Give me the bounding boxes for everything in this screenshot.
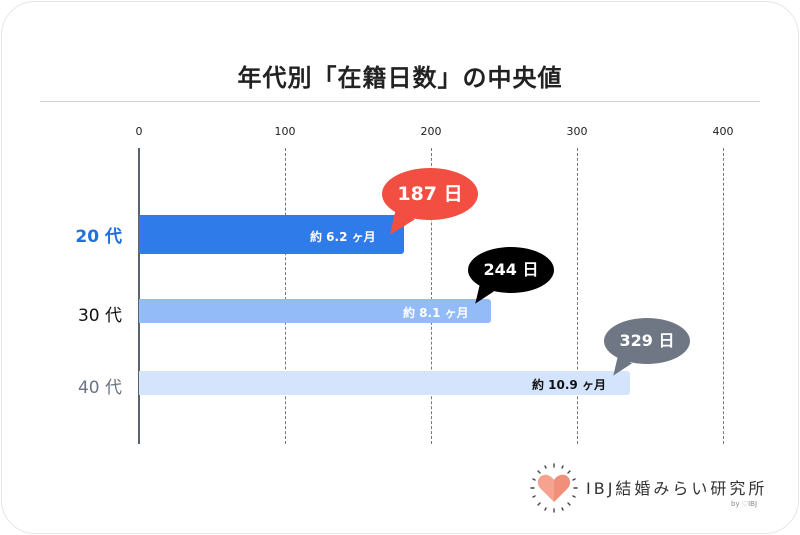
heart-sunburst-icon bbox=[530, 463, 578, 513]
bar-label-40s: 約 10.9 ヶ月 bbox=[532, 378, 606, 392]
logo-byline: by ♡IBJ bbox=[731, 500, 758, 508]
value-label-30s: 244 日 bbox=[483, 260, 539, 279]
category-label-40s: 40 代 bbox=[77, 378, 122, 398]
category-label-30s: 30 代 bbox=[77, 306, 122, 326]
logo-text: IBJ結婚みらい研究所 bbox=[586, 479, 768, 498]
x-tick-100: 100 bbox=[274, 125, 296, 138]
value-bubble-20s: 187 日 bbox=[382, 168, 478, 220]
x-tick-0: 0 bbox=[135, 125, 143, 138]
value-label-40s: 329 日 bbox=[619, 331, 675, 350]
value-bubble-40s: 329 日 bbox=[604, 318, 690, 364]
gridline-100 bbox=[285, 148, 286, 444]
bar-30s bbox=[139, 299, 491, 323]
chart-title: 年代別「在籍日数」の中央値 bbox=[237, 64, 563, 92]
value-bubble-30s: 244 日 bbox=[468, 247, 554, 293]
gridline-300 bbox=[577, 148, 578, 444]
ibj-logo: IBJ結婚みらい研究所 by ♡IBJ bbox=[528, 460, 768, 516]
title-divider bbox=[40, 101, 760, 102]
x-tick-400: 400 bbox=[712, 125, 734, 138]
category-label-20s: 20 代 bbox=[75, 227, 122, 247]
bar-label-30s: 約 8.1 ヶ月 bbox=[403, 306, 469, 320]
x-tick-200: 200 bbox=[420, 125, 442, 138]
y-axis-line bbox=[138, 148, 140, 444]
gridline-400 bbox=[723, 148, 724, 444]
bar-40s bbox=[139, 371, 630, 395]
value-label-20s: 187 日 bbox=[397, 183, 463, 205]
x-tick-300: 300 bbox=[566, 125, 588, 138]
gridline-200 bbox=[431, 148, 432, 444]
bar-20s bbox=[139, 215, 404, 254]
bar-label-20s: 約 6.2 ヶ月 bbox=[310, 230, 376, 244]
